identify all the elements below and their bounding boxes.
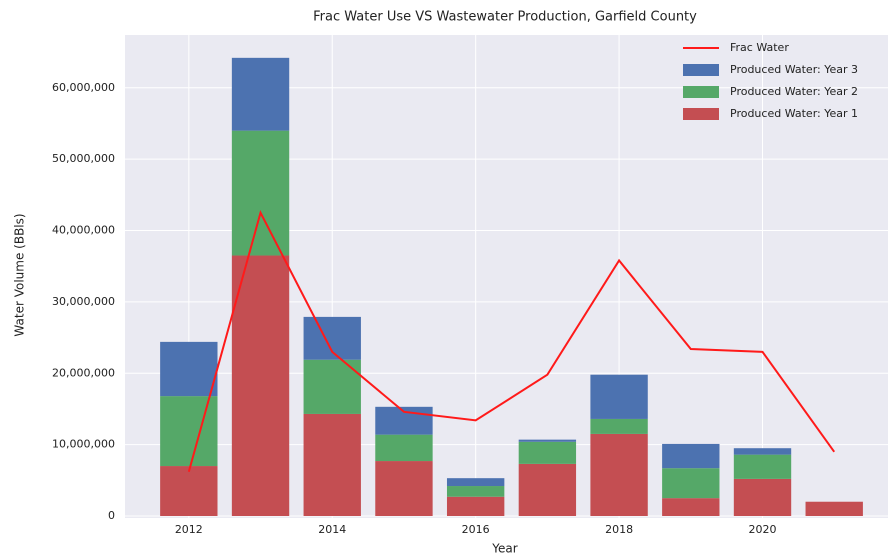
y-tick-label: 50,000,000 bbox=[52, 152, 115, 165]
y-tick-label: 40,000,000 bbox=[52, 224, 115, 237]
bar-segment bbox=[160, 341, 218, 397]
bar-segment bbox=[231, 57, 290, 131]
chart-title: Frac Water Use VS Wastewater Production,… bbox=[313, 10, 697, 25]
x-tick-label: 2012 bbox=[175, 523, 203, 536]
bar-segment bbox=[446, 486, 505, 497]
x-tick-label: 2016 bbox=[462, 523, 490, 536]
bar-segment bbox=[733, 448, 792, 455]
y-tick-label: 20,000,000 bbox=[52, 366, 115, 379]
legend-swatch bbox=[683, 64, 719, 76]
bar-segment bbox=[160, 466, 218, 516]
bar-segment bbox=[375, 434, 433, 462]
bar-segment bbox=[590, 374, 648, 419]
bar-segment bbox=[733, 454, 792, 479]
bar-segment bbox=[590, 418, 648, 434]
bar-segment bbox=[303, 413, 361, 516]
bar-segment bbox=[662, 443, 720, 469]
bar-segment bbox=[231, 255, 290, 516]
bar-segment bbox=[733, 478, 792, 516]
bar-segment bbox=[662, 498, 720, 516]
legend-swatch bbox=[683, 108, 719, 120]
legend-label: Produced Water: Year 3 bbox=[730, 63, 858, 76]
x-tick-label: 2018 bbox=[605, 523, 633, 536]
bar-segment bbox=[303, 316, 361, 360]
bar-segment bbox=[160, 396, 218, 467]
y-tick-label: 60,000,000 bbox=[52, 81, 115, 94]
bar-segment bbox=[805, 501, 863, 516]
bar-segment bbox=[662, 468, 720, 499]
bar-segment bbox=[375, 461, 433, 516]
bar-segment bbox=[518, 463, 577, 516]
y-tick-label: 10,000,000 bbox=[52, 438, 115, 451]
x-tick-label: 2014 bbox=[318, 523, 346, 536]
bar-segment bbox=[446, 478, 505, 487]
y-axis-label: Water Volume (BBls) bbox=[13, 213, 27, 336]
bar-segment bbox=[446, 496, 505, 516]
bar-segment bbox=[518, 439, 577, 442]
x-tick-label: 2020 bbox=[749, 523, 777, 536]
line bbox=[187, 209, 836, 473]
legend-label: Frac Water bbox=[730, 41, 789, 54]
y-tick-label: 30,000,000 bbox=[52, 295, 115, 308]
legend-swatch bbox=[683, 86, 719, 98]
legend-label: Produced Water: Year 1 bbox=[730, 107, 858, 120]
x-axis-label: Year bbox=[491, 542, 517, 556]
bar-segment bbox=[518, 441, 577, 464]
legend-label: Produced Water: Year 2 bbox=[730, 85, 858, 98]
bar-segment bbox=[590, 433, 648, 516]
y-tick-label: 0 bbox=[108, 509, 115, 522]
bar-segment bbox=[231, 130, 290, 256]
